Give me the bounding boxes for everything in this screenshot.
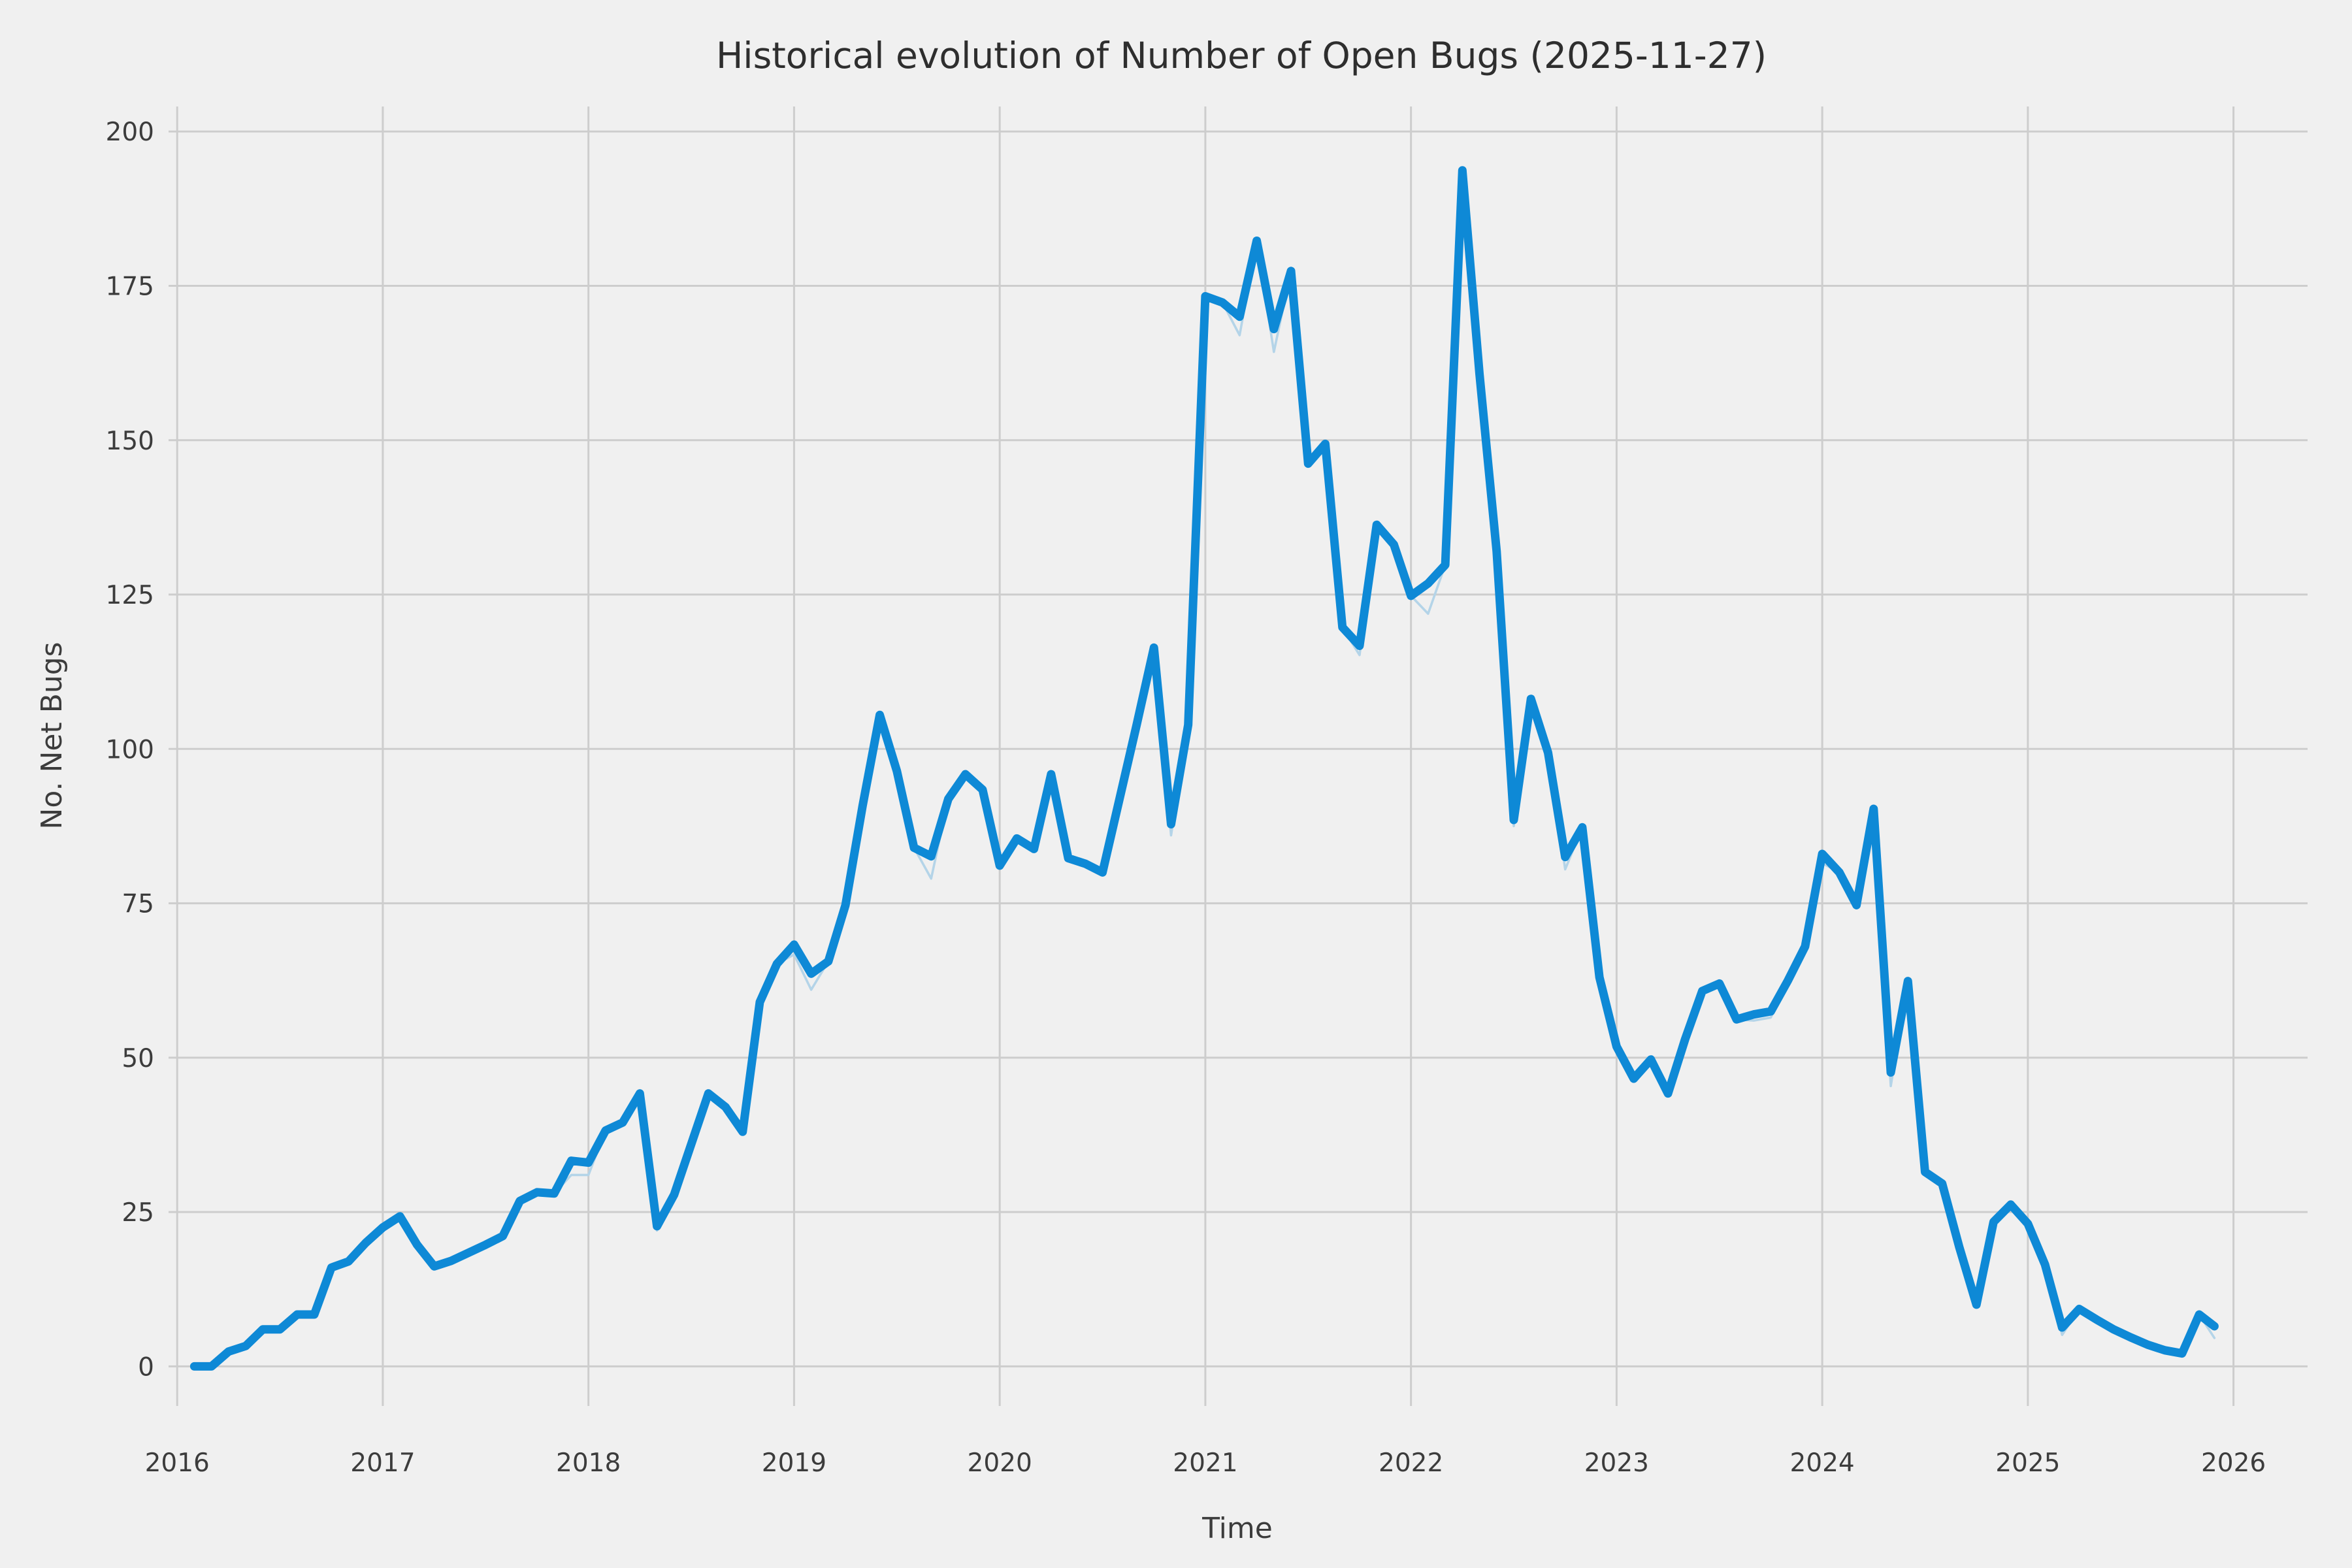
y-axis-label: No. Net Bugs (35, 642, 69, 829)
x-tick-2026: 2026 (2201, 1448, 2266, 1478)
open-bugs-line (189, 166, 2219, 1371)
x-tick-2018: 2018 (556, 1448, 621, 1478)
y-tick-150: 150 (106, 427, 154, 456)
y-tick-25: 25 (122, 1198, 154, 1228)
chart-title: Historical evolution of Number of Open B… (716, 35, 1767, 76)
x-tick-2022: 2022 (1379, 1448, 1443, 1478)
y-tick-100: 100 (106, 735, 154, 764)
x-axis-label: Time (1201, 1512, 1273, 1545)
x-tick-2023: 2023 (1584, 1448, 1649, 1478)
x-tick-2025: 2025 (1995, 1448, 2060, 1478)
x-tick-2016: 2016 (145, 1448, 210, 1478)
y-tick-75: 75 (122, 890, 154, 919)
y-tick-175: 175 (106, 272, 154, 301)
x-tick-2024: 2024 (1789, 1448, 1854, 1478)
y-tick-200: 200 (106, 118, 154, 147)
series-lines (189, 166, 2219, 1371)
x-tick-2019: 2019 (762, 1448, 826, 1478)
x-axis-tick-labels: 2016 2017 2018 2019 2020 2021 2022 2023 2024 2025… (145, 1448, 2266, 1478)
y-tick-125: 125 (106, 581, 154, 610)
x-tick-2017: 2017 (350, 1448, 415, 1478)
y-tick-0: 0 (138, 1352, 154, 1382)
y-axis-tick-labels: 0 25 50 75 100 125 150 175 200 (106, 118, 154, 1382)
y-tick-50: 50 (122, 1044, 154, 1073)
x-tick-2021: 2021 (1173, 1448, 1237, 1478)
x-tick-2020: 2020 (968, 1448, 1032, 1478)
gridlines (169, 106, 2308, 1406)
